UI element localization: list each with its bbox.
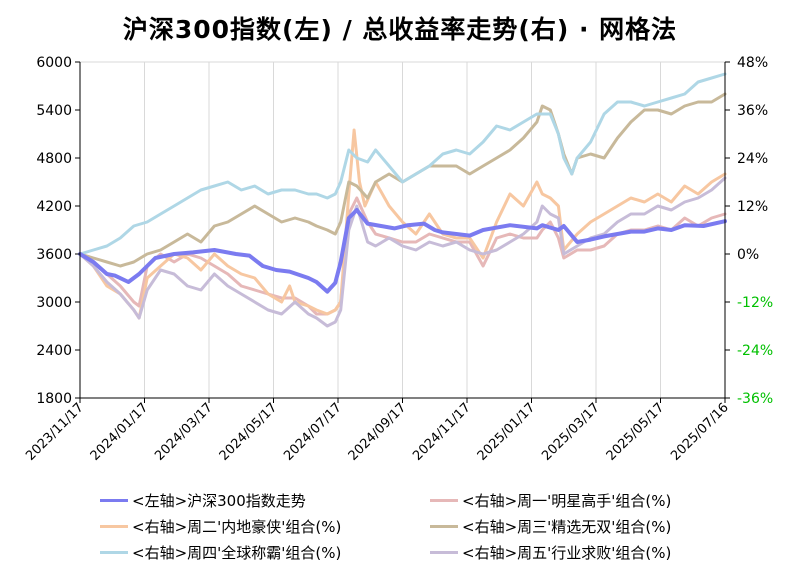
right-tick-label: -12% [737, 295, 773, 311]
legend-swatch [430, 498, 458, 502]
legend-item: <右轴>周四'全球称霸'组合(%) [100, 540, 341, 564]
legend-swatch [100, 550, 128, 554]
legend-item: <右轴>周二'内地豪侠'组合(%) [100, 514, 341, 538]
legend-item: <左轴>沪深300指数走势 [100, 488, 306, 512]
legend-item: <右轴>周三'精选无双'组合(%) [430, 514, 671, 538]
left-tick-label: 2400 [36, 343, 72, 359]
legend-item: <右轴>周一'明星高手'组合(%) [430, 488, 671, 512]
right-tick-label: 0% [737, 247, 759, 263]
left-tick-label: 1800 [36, 391, 72, 407]
left-tick-label: 4800 [36, 151, 72, 167]
legend-swatch [430, 550, 458, 554]
series-line-6: <右轴>周五'行业求败'组合(%) [78, 176, 727, 328]
x-tick-label: 2024/03/17 [152, 400, 216, 464]
right-tick-label: 36% [737, 103, 768, 119]
right-tick-label: 12% [737, 199, 768, 215]
x-tick-label: 2024/11/17 [410, 400, 474, 464]
legend-label: <左轴>沪深300指数走势 [132, 491, 306, 510]
legend-label: <右轴>周五'行业求败'组合(%) [462, 543, 672, 562]
series-line-5: <右轴>周四'全球称霸'组合(%) [78, 72, 727, 256]
x-tick-label: 2024/01/17 [88, 400, 152, 464]
legend-swatch [100, 498, 128, 502]
legend-label: <右轴>周一'明星高手'组合(%) [462, 491, 672, 510]
left-tick-label: 5400 [36, 103, 72, 119]
x-tick-label: 2025/03/17 [539, 400, 603, 464]
right-tick-label: -36% [737, 391, 773, 407]
left-tick-label: 6000 [36, 55, 72, 71]
legend-label: <右轴>周二'内地豪侠'组合(%) [132, 517, 342, 536]
x-tick-label: 2024/07/17 [281, 400, 345, 464]
x-tick-label: 2024/05/17 [217, 400, 281, 464]
series-line-1: <左轴>沪深300指数走势 [78, 208, 727, 294]
x-tick-label: 2025/01/17 [475, 400, 539, 464]
legend-swatch [430, 524, 458, 528]
x-tick-label: 2025/05/17 [604, 400, 668, 464]
series-layer: <右轴>周一'明星高手'组合(%)<右轴>周二'内地豪侠'组合(%)<右轴>周三… [78, 72, 727, 328]
legend-label: <右轴>周四'全球称霸'组合(%) [132, 543, 342, 562]
left-tick-label: 4200 [36, 199, 72, 215]
left-tick-label: 3000 [36, 295, 72, 311]
right-tick-label: -24% [737, 343, 773, 359]
right-tick-label: 24% [737, 151, 768, 167]
x-tick-label: 2025/07/16 [668, 400, 732, 464]
right-tick-label: 48% [737, 55, 768, 71]
legend-item: <右轴>周五'行业求败'组合(%) [430, 540, 671, 564]
x-tick-label: 2023/11/17 [23, 400, 87, 464]
left-tick-label: 3600 [36, 247, 72, 263]
x-tick-label: 2024/09/17 [346, 400, 410, 464]
chart-title: 沪深300指数(左) / 总收益率走势(右) · 网格法 [122, 15, 678, 44]
legend-label: <右轴>周三'精选无双'组合(%) [462, 517, 672, 536]
legend-swatch [100, 524, 128, 528]
